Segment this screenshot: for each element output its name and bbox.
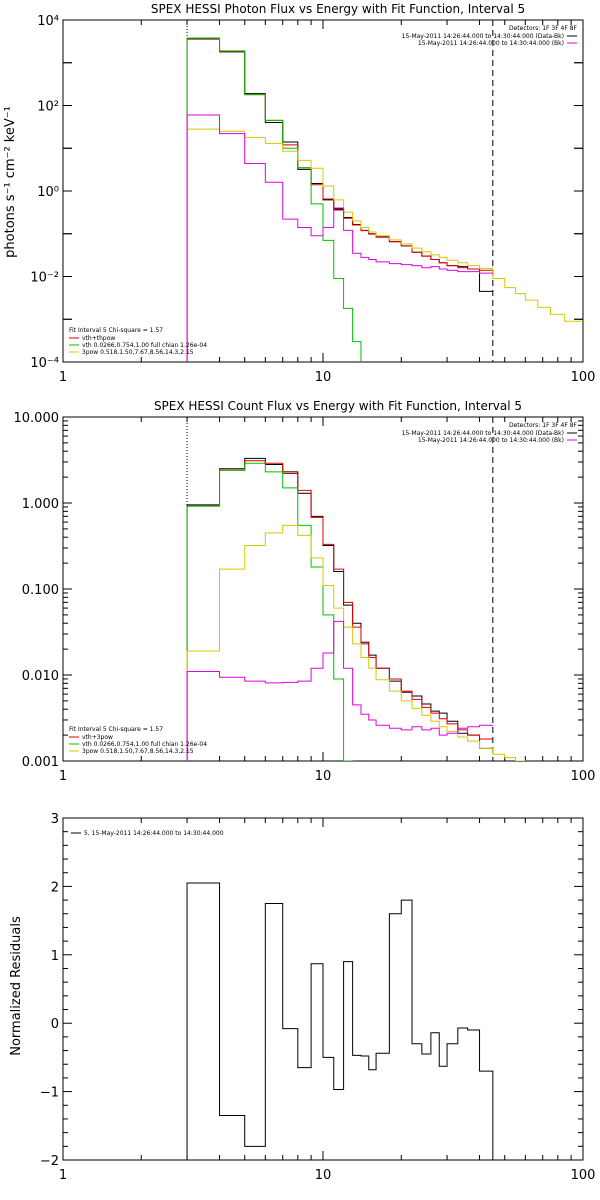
photon-flux-title: SPEX HESSI Photon Flux vs Energy with Fi… xyxy=(151,2,525,16)
y-tick-label: −2 xyxy=(40,1154,59,1169)
legend-entry: 15-May-2011 14:26:44.000 to 14:30:44.000… xyxy=(402,430,564,437)
legend-entry: 15-May-2011 14:26:44.000 to 14:30:44.000… xyxy=(418,40,564,47)
y-tick-label: 10⁰ xyxy=(37,185,59,200)
legend-entry: 15-May-2011 14:26:44.000 to 14:30:44.000… xyxy=(402,33,564,40)
y-tick-label: 2 xyxy=(51,880,59,895)
x-tick-label: 10 xyxy=(315,370,332,385)
legend-header: Fit Interval 5 Chi-square = 1.57 xyxy=(69,327,163,334)
count-flux-plot: 1 10 100 0.001 0.010 0.100 1.000 10.000 Detector… xyxy=(14,411,596,784)
y-tick-label: 0 xyxy=(51,1017,59,1032)
y-tick-label: 10⁻⁴ xyxy=(30,356,59,371)
series-line xyxy=(186,38,493,362)
y-tick-label: 0.100 xyxy=(22,583,59,598)
x-tick-label: 100 xyxy=(571,1168,596,1183)
legend-entry: 5, 15-May-2011 14:26:44.000 to 14:30:44.… xyxy=(84,830,224,837)
legend-entry: 3pow 0.518,1.50,7.67,8.56,14.3,2.15 xyxy=(82,349,194,356)
y-tick-label: 10² xyxy=(37,100,59,115)
count-flux-title: SPEX HESSI Count Flux vs Energy with Fit… xyxy=(154,399,522,413)
photon-flux-panel: SPEX HESSI Photon Flux vs Energy with Fi… xyxy=(3,2,596,385)
x-tick-label: 1 xyxy=(59,370,67,385)
y-tick-label: 1.000 xyxy=(22,497,59,512)
legend-entry: vth 0.0266,0.754,1.00 full chian 1.26e-0… xyxy=(82,741,207,748)
series-line xyxy=(186,114,493,362)
x-tick-label: 100 xyxy=(571,370,596,385)
series-line xyxy=(186,620,493,761)
legend-entry: vth 0.0266,0.754,1.00 full chian 1.26e-0… xyxy=(82,342,207,349)
x-tick-label: 100 xyxy=(571,769,596,784)
y-tick-label: 3 xyxy=(51,812,59,827)
x-tick-label: 10 xyxy=(315,769,332,784)
series-line xyxy=(186,524,526,761)
legend-header: Fit Interval 5 Chi-square = 1.57 xyxy=(69,726,163,733)
series-line xyxy=(186,457,493,761)
series-line xyxy=(186,462,353,761)
y-tick-label: 10⁻² xyxy=(30,271,59,286)
y-tick-label: 1 xyxy=(51,949,59,964)
x-tick-label: 10 xyxy=(315,1168,332,1183)
y-tick-label: 10.000 xyxy=(14,411,60,426)
residuals-panel: Normalized Residuals 1 10 100 −2 −1 0 1 2 3 5, 15… xyxy=(9,812,595,1183)
y-tick-label: 10⁴ xyxy=(37,14,59,29)
legend-header: Detectors: 1F 3F 4F 8F xyxy=(509,25,578,32)
x-tick-label: 1 xyxy=(59,769,67,784)
legend-entry: vth+thpow xyxy=(82,335,115,342)
residuals-plot: 1 10 100 −2 −1 0 1 2 3 5, 15-May-2011 14:26:44.00… xyxy=(40,812,596,1183)
y-tick-label: 0.010 xyxy=(22,669,59,684)
legend-entry: vth+3pow xyxy=(82,734,113,741)
legend-entry: 3pow 0.518,1.50,7.67,8.56,14.3,2.15 xyxy=(82,748,194,755)
legend-entry: 15-May-2011 14:26:44.000 to 14:30:44.000… xyxy=(418,437,564,444)
legend-header: Detectors: 1F 3F 4F 8F xyxy=(509,422,578,429)
y-tick-label: −1 xyxy=(40,1086,59,1101)
y-tick-label: 0.001 xyxy=(22,755,59,770)
series-line xyxy=(186,37,362,362)
photon-flux-ylabel: photons s⁻¹ cm⁻² keV⁻¹ xyxy=(3,106,18,258)
series-line xyxy=(186,128,583,362)
residuals-ylabel: Normalized Residuals xyxy=(9,916,24,1056)
count-flux-panel: SPEX HESSI Count Flux vs Energy with Fit… xyxy=(14,399,596,784)
series-line xyxy=(186,882,494,1160)
x-tick-label: 1 xyxy=(59,1168,67,1183)
photon-flux-plot: 1 10 100 10⁻⁴ 10⁻² 10⁰ 10² 10⁴ Detectors: 1F 3F … xyxy=(30,14,596,385)
series-line xyxy=(186,460,493,761)
